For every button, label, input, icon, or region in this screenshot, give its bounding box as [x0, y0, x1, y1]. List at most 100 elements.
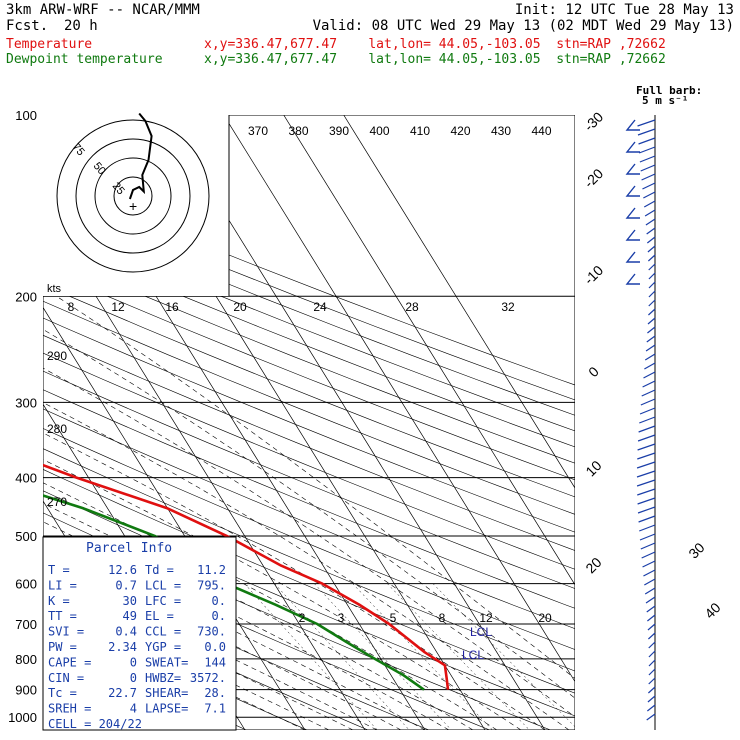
isotherm-line [43, 306, 306, 730]
wind-barb [637, 452, 656, 460]
theta-label: 380 [288, 124, 308, 138]
isotherm-label: -30 [581, 109, 607, 135]
wind-barb [625, 251, 640, 263]
wind-barb [638, 425, 656, 433]
isotherm-label: 10 [582, 457, 604, 479]
parcel-info-value: SWEAT= [145, 655, 188, 669]
theta-label: 370 [248, 124, 268, 138]
wind-barb [637, 434, 656, 442]
wind-barb [647, 614, 656, 622]
parcel-info-value: 4 [130, 702, 137, 716]
moist-adiabat [43, 329, 575, 699]
wind-barb [643, 371, 656, 379]
wind-barb [647, 326, 656, 334]
wind-barb [643, 191, 656, 199]
hodograph-trace [128, 112, 153, 200]
theta-label: 440 [531, 124, 551, 138]
dry-adiabat [43, 221, 575, 432]
wind-barb [638, 137, 656, 145]
isotherm-label: 0 [585, 363, 602, 380]
lcl-marker: LCL [470, 625, 492, 639]
theta-label: 290 [47, 349, 67, 363]
hodograph-unit-label: kts [47, 283, 62, 295]
wind-barb [644, 578, 656, 586]
dry-adiabat [43, 583, 369, 730]
speed-scale-label: 28 [405, 300, 419, 314]
wind-barb [639, 155, 656, 163]
wind-barb [647, 704, 656, 712]
wind-barb [648, 290, 656, 298]
hodograph-ring [75, 138, 191, 254]
wind-barb [648, 641, 656, 649]
wind-barb [646, 227, 656, 235]
mixing-ratio-line [432, 583, 575, 728]
wind-barb [625, 229, 640, 241]
mixing-ratio-line [274, 583, 410, 730]
dry-adiabat [43, 300, 575, 515]
lcl-marker: LCL [462, 648, 484, 662]
wind-barb [637, 506, 656, 514]
parcel-info-value: PW = [48, 640, 77, 654]
wind-barb [637, 119, 656, 127]
dry-adiabat [43, 252, 575, 464]
wind-barb [646, 236, 656, 244]
isotherm-label: 20 [582, 554, 604, 576]
speed-scale-label: 24 [313, 300, 327, 314]
pressure-tick-label: 900 [15, 683, 37, 698]
speed-scale-label: 20 [233, 300, 247, 314]
parcel-info-value: 0. [212, 609, 226, 623]
wind-barb [637, 443, 656, 451]
dry-adiabat [43, 284, 575, 498]
wind-barb [645, 596, 656, 604]
wind-barb [647, 695, 656, 703]
speed-scale-label: 32 [501, 300, 515, 314]
parcel-info-value: 30 [123, 594, 137, 608]
isotherm-line [223, 115, 575, 683]
wind-barb [642, 560, 656, 568]
parcel-info-value: CAPE = [48, 655, 91, 669]
wind-barb [625, 207, 640, 219]
dry-adiabat [43, 178, 575, 386]
parcel-info-value: 0 [130, 655, 137, 669]
wind-barb [640, 398, 656, 406]
wind-barb [638, 146, 656, 154]
dry-adiabat [43, 334, 575, 551]
wind-barb [646, 335, 656, 343]
dry-adiabat [43, 207, 575, 416]
pressure-tick-label: 800 [15, 652, 37, 667]
speed-scale-label: 8 [68, 300, 75, 314]
hodograph-origin-icon: + [129, 198, 137, 214]
wind-barb [647, 317, 656, 325]
theta-label: 420 [450, 124, 470, 138]
mixing-ratio-label: 2 [299, 611, 306, 625]
wind-barb [648, 272, 656, 280]
moist-adiabat [43, 503, 474, 730]
dry-adiabat [43, 192, 575, 401]
wind-barb [636, 470, 656, 478]
dry-adiabat [43, 469, 575, 694]
wind-barb [642, 182, 656, 190]
mixing-ratio-label: 5 [390, 611, 397, 625]
pressure-tick-label: 600 [15, 577, 37, 592]
wind-barb [643, 569, 656, 577]
wind-barb [625, 141, 640, 153]
parcel-info-value: EL = [145, 609, 174, 623]
parcel-info-value: 795. [197, 578, 226, 592]
dewpoint-profile [43, 494, 425, 691]
wind-barb [639, 416, 656, 424]
mixing-ratio-line [244, 583, 378, 730]
hodograph-panel [43, 115, 229, 296]
wind-barb [648, 677, 656, 685]
parcel-info-value: 2.34 [108, 640, 137, 654]
parcel-info-value: TT = [48, 609, 77, 623]
pressure-tick-label: 100 [15, 108, 37, 123]
pressure-tick-label: 500 [15, 529, 37, 544]
theta-label: 400 [369, 124, 389, 138]
wind-barb [637, 488, 656, 496]
parcel-info-value: 22.7 [108, 686, 137, 700]
wind-barb [625, 273, 640, 285]
parcel-info-value: 3572. [190, 671, 226, 685]
parcel-cell-value: CELL = 204/22 [48, 717, 142, 731]
wind-barb [639, 533, 656, 541]
parcel-info-value: 49 [123, 609, 137, 623]
